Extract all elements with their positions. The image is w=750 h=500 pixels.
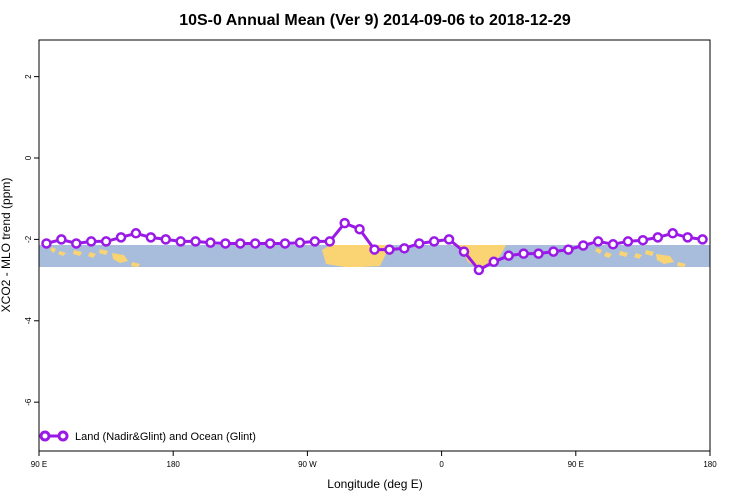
data-point: [428, 236, 440, 247]
data-point: [339, 217, 350, 229]
y-tick-label: 2: [24, 74, 33, 79]
data-point: [697, 234, 708, 245]
y-tick-label: -6: [24, 398, 33, 406]
data-point: [56, 234, 67, 245]
data-point: [175, 236, 186, 247]
data-point: [71, 238, 82, 249]
data-point: [145, 232, 157, 243]
y-tick-label: -2: [24, 235, 33, 243]
data-point: [235, 238, 246, 249]
legend-marker-right: [57, 430, 69, 442]
data-point: [667, 228, 678, 239]
land-patch: [58, 251, 66, 256]
data-point: [652, 232, 664, 243]
data-point: [458, 246, 470, 257]
data-point: [160, 234, 171, 245]
data-point: [503, 250, 514, 261]
land-patch: [131, 262, 140, 267]
data-point: [41, 238, 52, 249]
data-point: [399, 243, 410, 254]
data-point: [85, 236, 97, 247]
data-point: [100, 236, 112, 247]
axes: 90 E 180 90 W 0 90 E 180 2 0 -2 -4 -6: [24, 74, 717, 469]
data-point: [115, 232, 127, 243]
y-tick-label: -4: [24, 317, 33, 325]
data-point: [190, 236, 201, 247]
data-point: [249, 238, 261, 249]
x-tick-label: 90 E: [31, 460, 47, 469]
legend-label: Land (Nadir&Glint) and Ocean (Glint): [75, 431, 256, 443]
data-point: [443, 234, 455, 245]
data-point: [324, 236, 336, 247]
data-point: [548, 246, 559, 257]
land-patch: [677, 262, 686, 267]
land-patch: [99, 249, 108, 255]
data-point: [607, 239, 619, 250]
data-point: [264, 238, 276, 249]
x-tick-label: 180: [167, 460, 181, 469]
data-point: [354, 223, 365, 235]
land-patch: [595, 248, 602, 254]
x-tick-label: 90 W: [298, 460, 317, 469]
data-point: [220, 238, 231, 249]
land-patch: [656, 254, 674, 264]
data-point: [563, 244, 574, 255]
data-point: [592, 236, 604, 247]
data-point: [369, 244, 380, 255]
land-patch: [634, 253, 642, 259]
data-point: [205, 237, 216, 248]
data-point: [413, 238, 425, 249]
y-tick-label: 0: [24, 155, 33, 160]
data-point: [518, 248, 529, 259]
legend: Land (Nadir&Glint) and Ocean (Glint): [39, 430, 256, 443]
x-tick-label: 0: [439, 460, 444, 469]
data-point: [488, 256, 500, 268]
land-patch: [604, 252, 612, 258]
land-patch: [112, 253, 128, 263]
plot-frame: [38, 39, 711, 452]
land-patch: [88, 252, 96, 258]
data-point: [622, 236, 634, 247]
x-tick-label: 90 E: [568, 460, 584, 469]
land-patch: [50, 247, 56, 253]
x-axis-label: Longitude (deg E): [327, 477, 422, 491]
chart-title: 10S-0 Annual Mean (Ver 9) 2014-09-06 to …: [179, 12, 571, 29]
data-point: [637, 234, 649, 246]
land-patch: [645, 250, 654, 256]
y-axis-label: XCO2 - MLO trend (ppm): [0, 178, 13, 313]
data-point: [384, 244, 395, 255]
land-patch: [619, 251, 628, 257]
data-point: [473, 264, 485, 276]
plot-series: [41, 217, 708, 276]
data-point: [309, 236, 321, 247]
x-tick-label: 180: [703, 460, 717, 469]
data-point: [294, 237, 306, 248]
data-point: [682, 232, 693, 243]
data-point: [279, 238, 291, 249]
data-point: [130, 228, 142, 239]
land-patch: [73, 250, 82, 256]
data-point: [578, 240, 589, 251]
data-point: [533, 248, 544, 259]
legend-marker-left: [39, 430, 51, 442]
